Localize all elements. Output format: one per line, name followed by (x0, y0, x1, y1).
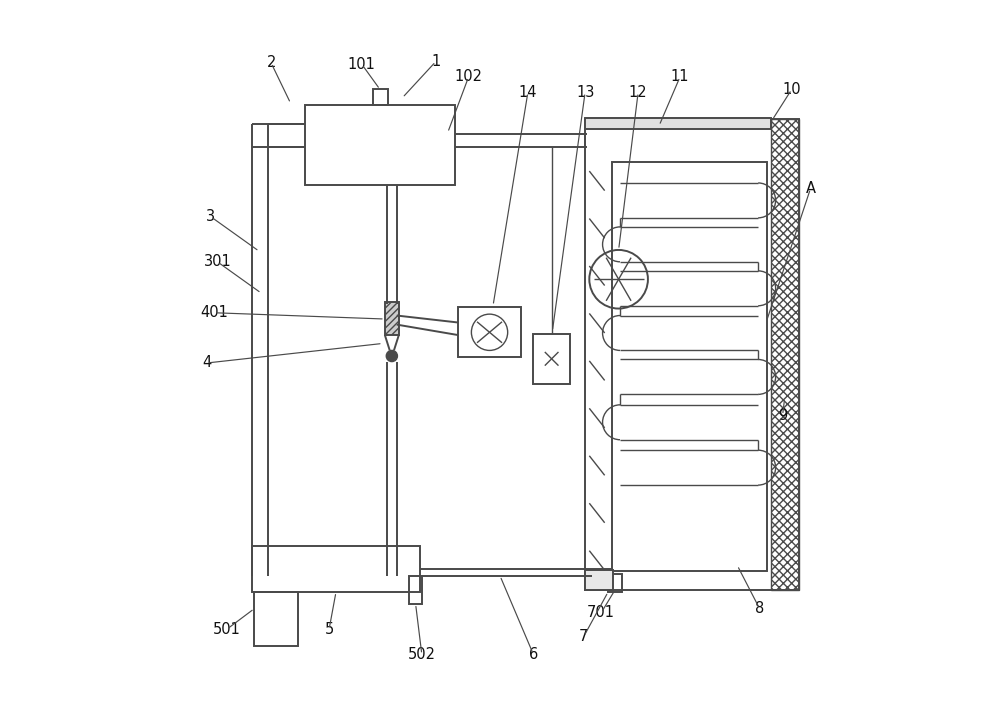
Text: 11: 11 (671, 69, 689, 85)
Bar (533, 334, 570, 384)
Circle shape (386, 350, 397, 362)
Bar (254, 592, 298, 646)
Text: 10: 10 (782, 82, 801, 97)
Text: 102: 102 (455, 69, 483, 85)
Text: 9: 9 (778, 408, 787, 423)
Bar (252, 546, 420, 592)
Text: 7: 7 (579, 629, 588, 644)
Text: 2: 2 (266, 56, 276, 70)
Bar (612, 162, 767, 571)
Bar (608, 575, 622, 592)
Text: 502: 502 (408, 647, 436, 662)
Text: 401: 401 (200, 305, 228, 320)
Text: 5: 5 (324, 622, 334, 637)
Bar (458, 307, 521, 357)
Text: 8: 8 (755, 601, 764, 616)
Text: 12: 12 (629, 85, 647, 100)
Bar (385, 302, 399, 335)
Text: 6: 6 (529, 647, 538, 662)
Bar (585, 570, 613, 590)
Text: 301: 301 (204, 254, 231, 269)
Bar (373, 90, 388, 105)
Text: 101: 101 (348, 57, 376, 72)
Bar (409, 576, 422, 604)
Bar (305, 105, 455, 185)
Text: 14: 14 (519, 85, 537, 100)
Text: 4: 4 (202, 355, 212, 370)
Bar (771, 119, 799, 590)
Bar (585, 118, 771, 130)
Text: 1: 1 (431, 54, 440, 69)
Text: 13: 13 (576, 85, 594, 100)
Bar (585, 119, 799, 590)
Text: 701: 701 (587, 605, 615, 620)
Text: 3: 3 (206, 209, 215, 224)
Text: 501: 501 (213, 622, 240, 637)
Text: A: A (806, 181, 816, 196)
